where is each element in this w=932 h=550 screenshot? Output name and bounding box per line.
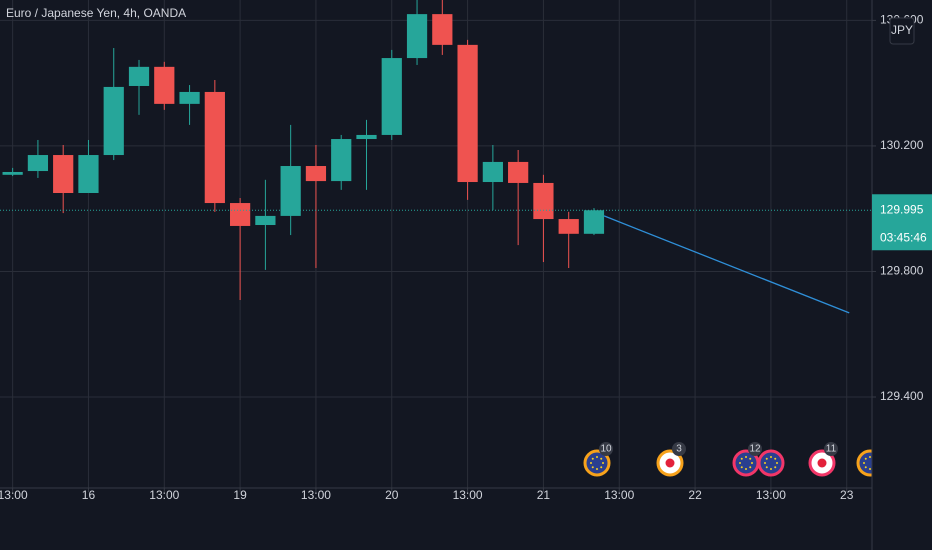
symbol-title: Euro / Japanese Yen, 4h, OANDA (6, 6, 186, 20)
forecast-line (603, 215, 850, 314)
x-tick-label: 16 (82, 488, 96, 502)
event-flag-star[interactable] (864, 466, 867, 469)
event-flag-star[interactable] (770, 456, 772, 458)
event-flag-dot[interactable] (665, 458, 675, 468)
event-flag-star[interactable] (749, 457, 752, 460)
current-price-label: 129.995 (880, 202, 924, 216)
candle-body (305, 166, 327, 182)
y-tick-label: 129.400 (880, 389, 924, 403)
event-icon[interactable] (856, 449, 882, 477)
event-ring[interactable] (757, 449, 785, 477)
event-flag-star[interactable] (864, 457, 867, 460)
x-tick-label: 13:00 (149, 488, 179, 502)
event-flag-star[interactable] (596, 456, 598, 458)
x-tick-label: 21 (537, 488, 551, 502)
candle-body (204, 91, 225, 204)
x-tick-label: 19 (233, 488, 247, 502)
x-tick-label: 23 (840, 488, 854, 502)
event-flag-star[interactable] (745, 456, 747, 458)
event-flag-star[interactable] (602, 462, 604, 464)
candle-body (78, 155, 99, 194)
candle-body (280, 166, 301, 216)
y-tick-label: 129.800 (880, 264, 924, 278)
x-tick-label: 13:00 (0, 488, 28, 502)
x-tick-label: 20 (385, 488, 399, 502)
event-flag-star[interactable] (740, 457, 743, 460)
candle-body (179, 91, 200, 104)
candle-body (356, 134, 377, 140)
event-count[interactable]: 11 (826, 444, 837, 455)
event-flag-star[interactable] (774, 457, 777, 460)
event-ring[interactable] (583, 449, 611, 477)
event-count[interactable]: 10 (600, 444, 612, 455)
event-flag-star[interactable] (863, 462, 865, 464)
event-flag-star[interactable] (740, 466, 743, 469)
candle-body (406, 14, 428, 59)
event-icon[interactable]: 10 (583, 442, 613, 477)
event-icon[interactable]: 11 (808, 442, 838, 477)
x-tick-label: 13:00 (604, 488, 634, 502)
candle-body (53, 155, 74, 194)
candle-body (154, 66, 175, 104)
event-count[interactable]: 12 (749, 444, 761, 455)
x-tick-label: 22 (688, 488, 702, 502)
event-count-badge[interactable] (748, 442, 762, 456)
candle-body (230, 203, 251, 226)
event-flag-star[interactable] (765, 457, 768, 460)
event-flag-star[interactable] (765, 466, 768, 469)
event-flag-star[interactable] (764, 462, 766, 464)
candle-body (558, 219, 579, 234)
event-count-badge[interactable] (672, 442, 686, 456)
event-flag-star[interactable] (600, 457, 603, 460)
y-tick-label: 130.200 (880, 138, 924, 152)
x-tick-label: 13:00 (301, 488, 331, 502)
candle-body (331, 139, 352, 182)
event-flag-star[interactable] (590, 462, 592, 464)
event-flag-star[interactable] (770, 468, 772, 470)
event-flag-star[interactable] (596, 468, 598, 470)
event-flag-star[interactable] (591, 457, 594, 460)
x-tick-label: 13:00 (453, 488, 483, 502)
event-flag-star[interactable] (745, 468, 747, 470)
currency-badge[interactable] (889, 17, 915, 45)
event-flag-star[interactable] (591, 466, 594, 469)
candle-body (103, 86, 124, 156)
x-tick-label: 13:00 (756, 488, 786, 502)
event-icon[interactable]: 3 (656, 442, 686, 477)
event-flag-star[interactable] (749, 466, 752, 469)
current-price-box (872, 194, 932, 251)
candle-body (432, 14, 453, 45)
event-flag-star[interactable] (776, 462, 778, 464)
event-flag-star[interactable] (739, 462, 741, 464)
candle-body (255, 215, 276, 226)
event-flag-star[interactable] (869, 468, 871, 470)
event-flag-star[interactable] (774, 466, 777, 469)
candle-body (128, 66, 150, 86)
countdown-label: 03:45:46 (880, 230, 927, 244)
event-ring[interactable] (856, 449, 882, 477)
event-icon[interactable] (757, 449, 785, 477)
candle-body (27, 155, 49, 172)
candle-body (482, 161, 503, 183)
event-count[interactable]: 3 (676, 444, 682, 455)
event-flag-star[interactable] (600, 466, 603, 469)
event-count-badge[interactable] (599, 442, 613, 456)
candle-body (2, 171, 23, 175)
candle-body (381, 58, 402, 135)
event-count-badge[interactable] (824, 442, 838, 456)
event-flag-star[interactable] (751, 462, 753, 464)
candle-body (583, 210, 605, 234)
candle-body (508, 161, 529, 183)
candle-body (533, 182, 554, 220)
candle-body (457, 44, 478, 183)
event-flag-star[interactable] (869, 456, 871, 458)
currency-label[interactable]: JPY (891, 23, 913, 37)
event-flag-dot[interactable] (817, 458, 827, 468)
